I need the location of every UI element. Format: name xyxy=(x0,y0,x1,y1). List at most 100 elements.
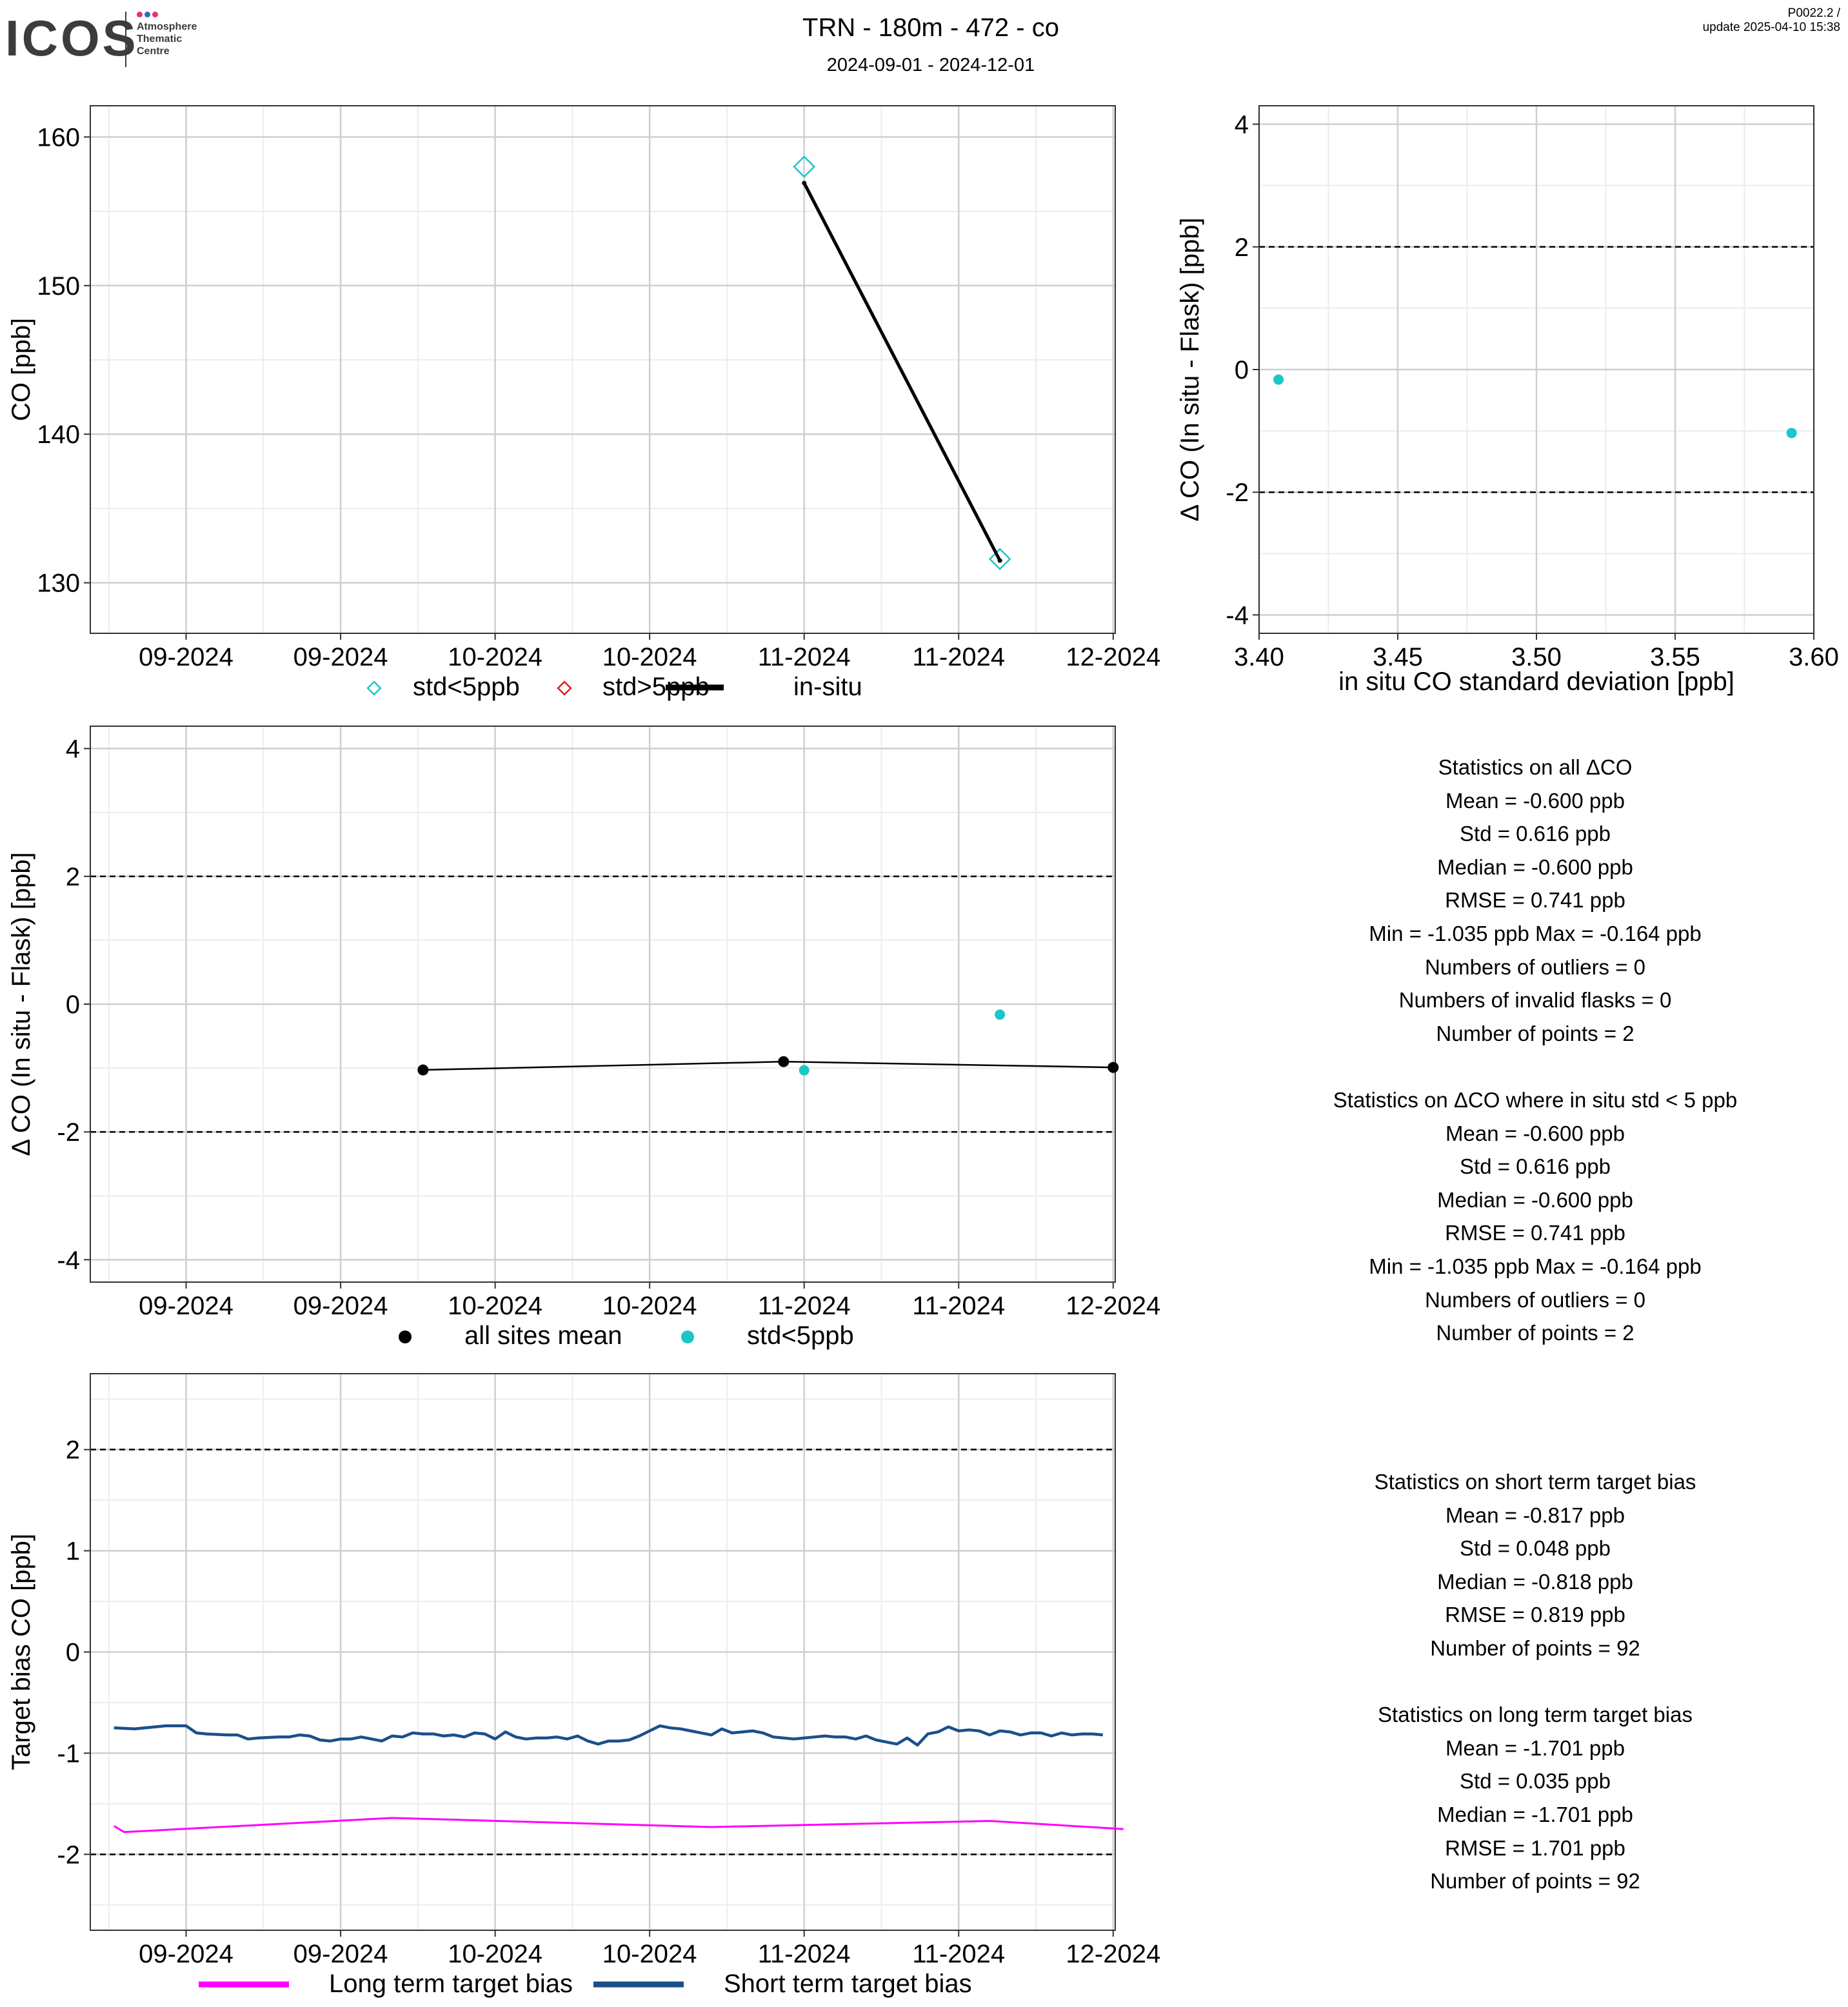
data-point xyxy=(995,1009,1006,1020)
y-axis-label: Δ CO (In situ - Flask) [ppb] xyxy=(7,852,35,1156)
legend-marker xyxy=(366,680,382,696)
stat-line: Median = -0.818 ppb xyxy=(1437,1569,1633,1594)
stat-line: Statistics on all ΔCO xyxy=(1438,755,1633,779)
x-tick-label: 10-2024 xyxy=(448,643,542,671)
data-point xyxy=(1786,428,1797,439)
y-tick-label: 2 xyxy=(66,1436,80,1465)
x-tick-label: 11-2024 xyxy=(912,1940,1005,1968)
stat-line: Std = 0.616 ppb xyxy=(1460,1154,1611,1179)
stat-line: Mean = -0.817 ppb xyxy=(1446,1503,1625,1527)
update-label: update 2025-04-10 15:38 xyxy=(1702,21,1840,34)
stat-line: Std = 0.048 ppb xyxy=(1460,1536,1611,1561)
stat-line: Statistics on ΔCO where in situ std < 5 … xyxy=(1333,1087,1738,1112)
x-tick-label: 10-2024 xyxy=(602,1292,697,1320)
x-tick-label: 11-2024 xyxy=(758,1940,851,1968)
stat-line: Mean = -0.600 ppb xyxy=(1446,788,1625,813)
stat-line: Number of points = 2 xyxy=(1436,1021,1634,1045)
stat-line: Numbers of outliers = 0 xyxy=(1424,1287,1646,1312)
stat-line: Numbers of invalid flasks = 0 xyxy=(1398,988,1672,1013)
y-tick-label: -2 xyxy=(57,1118,80,1147)
y-axis-label: Δ CO (In situ - Flask) [ppb] xyxy=(1176,217,1204,521)
stat-line: Min = -1.035 ppb Max = -0.164 ppb xyxy=(1369,1254,1702,1278)
stat-line: Median = -0.600 ppb xyxy=(1437,1187,1633,1212)
x-tick-label: 10-2024 xyxy=(448,1940,542,1968)
stat-line: Statistics on long term target bias xyxy=(1378,1703,1693,1727)
x-axis-label: in situ CO standard deviation [ppb] xyxy=(1338,667,1734,696)
x-tick-label: 09-2024 xyxy=(139,1940,233,1968)
stat-line: Number of points = 2 xyxy=(1436,1321,1634,1345)
x-tick-label: 09-2024 xyxy=(139,1292,233,1320)
page-title: TRN - 180m - 472 - co xyxy=(802,14,1059,42)
x-tick-label: 12-2024 xyxy=(1066,643,1160,671)
data-point xyxy=(778,1056,790,1067)
logo-sub-line: Thematic xyxy=(137,34,183,44)
y-tick-label: -2 xyxy=(1226,479,1249,507)
page-subtitle: 2024-09-01 - 2024-12-01 xyxy=(826,55,1035,75)
y-axis-label: CO [ppb] xyxy=(7,318,35,421)
x-tick-label: 10-2024 xyxy=(602,643,697,671)
x-tick-label: 3.55 xyxy=(1650,643,1700,671)
legend-label: Long term target bias xyxy=(329,1970,573,1998)
x-tick-label: 11-2024 xyxy=(912,643,1005,671)
plot-frame xyxy=(90,105,1116,634)
x-tick-label: 10-2024 xyxy=(448,1292,542,1320)
stat-line xyxy=(1251,1050,1819,1083)
y-tick-label: 4 xyxy=(66,735,80,764)
logo-sub-line: Atmosphere xyxy=(137,21,197,32)
data-point xyxy=(793,155,816,178)
stat-line: Statistics on short term target bias xyxy=(1374,1470,1696,1494)
x-tick-label: 12-2024 xyxy=(1066,1292,1160,1320)
legend-label: std<5ppb xyxy=(747,1321,854,1350)
x-tick-label: 11-2024 xyxy=(758,643,851,671)
logo-dot-icon xyxy=(137,12,143,17)
delta-statistics: Statistics on all ΔCO Mean = -0.600 ppb St… xyxy=(1251,751,1819,1350)
y-tick-label: -1 xyxy=(57,1739,80,1768)
data-point xyxy=(802,181,807,186)
stat-line: RMSE = 1.701 ppb xyxy=(1445,1835,1625,1860)
data-point xyxy=(997,558,1002,563)
x-tick-label: 09-2024 xyxy=(139,643,233,671)
stat-line: Mean = -1.701 ppb xyxy=(1446,1735,1625,1760)
x-tick-label: 09-2024 xyxy=(293,1292,388,1320)
stat-line: RMSE = 0.741 ppb xyxy=(1445,888,1625,913)
stat-line: Median = -0.600 ppb xyxy=(1437,855,1633,879)
series-line xyxy=(114,1724,1104,1747)
data-point xyxy=(417,1064,429,1076)
y-tick-label: 160 xyxy=(37,123,80,152)
legend-marker xyxy=(681,1330,694,1343)
x-tick-label: 09-2024 xyxy=(293,1940,388,1968)
legend-marker xyxy=(399,1330,412,1343)
logo-dot-icon xyxy=(144,12,150,17)
y-tick-label: 0 xyxy=(1235,356,1249,384)
legend-label: all sites mean xyxy=(464,1321,622,1350)
x-tick-label: 10-2024 xyxy=(602,1940,697,1968)
y-tick-label: -2 xyxy=(57,1841,80,1869)
stat-line: Number of points = 92 xyxy=(1430,1869,1640,1893)
y-axis-label: Target bias CO [ppb] xyxy=(7,1534,35,1770)
version-label: P0022.2 / xyxy=(1787,6,1840,20)
stat-line: Min = -1.035 ppb Max = -0.164 ppb xyxy=(1369,921,1702,945)
x-tick-label: 3.40 xyxy=(1234,643,1284,671)
x-tick-label: 12-2024 xyxy=(1066,1940,1160,1968)
y-tick-label: 2 xyxy=(1235,233,1249,262)
stat-line: Mean = -0.600 ppb xyxy=(1446,1121,1625,1145)
stat-line: Median = -1.701 ppb xyxy=(1437,1802,1633,1826)
y-tick-label: 4 xyxy=(1235,111,1249,139)
logo-divider xyxy=(125,12,126,67)
y-tick-label: 0 xyxy=(66,1639,80,1667)
stat-line: Numbers of outliers = 0 xyxy=(1424,954,1646,979)
stat-line: RMSE = 0.741 ppb xyxy=(1445,1221,1625,1245)
stat-line: RMSE = 0.819 ppb xyxy=(1445,1603,1625,1627)
logo-dot-icon xyxy=(152,12,158,17)
series-line xyxy=(113,1817,1124,1834)
y-tick-label: 150 xyxy=(37,272,80,301)
data-point xyxy=(799,1065,810,1076)
x-tick-label: 3.45 xyxy=(1373,643,1423,671)
y-tick-label: 1 xyxy=(66,1537,80,1566)
stat-line xyxy=(1251,1665,1819,1699)
legend-label: Short term target bias xyxy=(724,1970,972,1998)
logo-wordmark: ICOS xyxy=(5,10,139,66)
y-tick-label: -4 xyxy=(57,1246,80,1274)
y-tick-label: 140 xyxy=(37,420,80,449)
